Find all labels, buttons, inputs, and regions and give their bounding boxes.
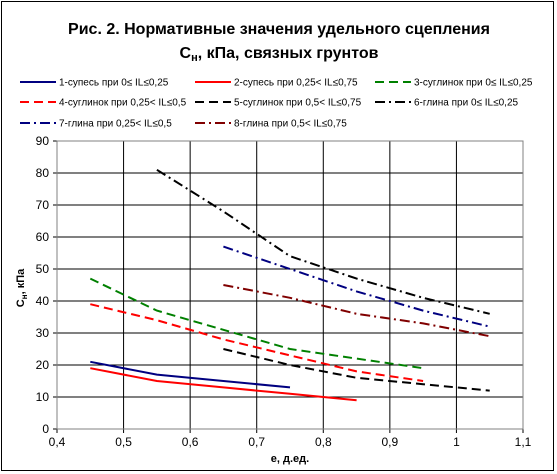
- x-tick-label: 0,8: [315, 435, 332, 449]
- y-tick-label: 40: [36, 294, 50, 308]
- y-tick-label: 50: [36, 262, 50, 276]
- y-title-c: С: [15, 299, 27, 307]
- series-line-4: [90, 303, 424, 382]
- chart-title-line1: Рис. 2. Нормативные значения удельного с…: [68, 21, 490, 38]
- x-tick-label: 0,7: [248, 435, 265, 449]
- title-rest: , кПа, связных грунтов: [198, 45, 379, 62]
- x-tick-label: 0,6: [182, 435, 199, 449]
- axes: [53, 140, 524, 433]
- title-c: С: [180, 45, 192, 62]
- plot-area: [57, 141, 523, 429]
- y-tick-label: 90: [36, 134, 50, 148]
- x-tick-label: 0,9: [382, 435, 399, 449]
- legend: 1-супесь при 0≤ IL≤0,25 2-супесь при 0,25…: [20, 78, 533, 130]
- y-title-subscript: н: [20, 294, 29, 299]
- legend-label-1: 1-супесь при 0≤ IL≤0,25: [59, 78, 169, 89]
- x-tick-label: 1: [453, 435, 460, 449]
- x-tick-label: 0,5: [115, 435, 132, 449]
- y-tick-label: 30: [36, 326, 50, 340]
- legend-label-8: 8-глина при 0,5< IL≤0,75: [234, 119, 347, 130]
- legend-label-2: 2-супесь при 0,25< IL≤0,75: [234, 78, 358, 89]
- y-tick-label: 20: [36, 358, 50, 372]
- y-title-rest: , кПа: [15, 268, 27, 295]
- series-line-1: [90, 360, 291, 389]
- series-line-6: [156, 168, 490, 315]
- tick-labels: 0,4 0,5 0,6 0,7 0,8 0,9 1 1,1 0 10 20 30 40 50 60 70 80 9…: [36, 134, 532, 449]
- legend-label-3: 3-суглинок при 0≤ IL≤0,25: [414, 78, 533, 89]
- y-tick-label: 10: [36, 390, 50, 404]
- chart-title-line2: Сн, кПа, связных грунтов: [180, 45, 379, 64]
- y-tick-label: 0: [42, 422, 49, 436]
- series-line-7: [223, 245, 490, 328]
- x-axis-title: е, д.ед.: [271, 453, 309, 465]
- series-line-8: [223, 284, 490, 338]
- legend-label-6: 6-глина при 0≤ IL≤0,25: [414, 98, 519, 109]
- y-axis-title: Сн, кПа: [15, 268, 29, 307]
- series-line-5: [223, 348, 490, 392]
- y-tick-label: 70: [36, 198, 50, 212]
- series-layer: [89, 168, 490, 402]
- series-line-3: [89, 277, 424, 370]
- plot-border: [56, 140, 524, 430]
- title-c-subscript: н: [191, 52, 198, 64]
- legend-label-5: 5-суглинок при 0,5< IL≤0,75: [234, 98, 362, 109]
- legend-label-7: 7-глина при 0,25< IL≤0,5: [59, 119, 172, 130]
- y-tick-label: 60: [36, 230, 50, 244]
- y-tick-label: 80: [36, 166, 50, 180]
- x-tick-label: 1,1: [515, 435, 532, 449]
- x-tick-label: 0,4: [49, 435, 66, 449]
- legend-label-4: 4-суглинок при 0,25< IL≤0,5: [59, 98, 187, 109]
- series-line-2: [90, 367, 357, 402]
